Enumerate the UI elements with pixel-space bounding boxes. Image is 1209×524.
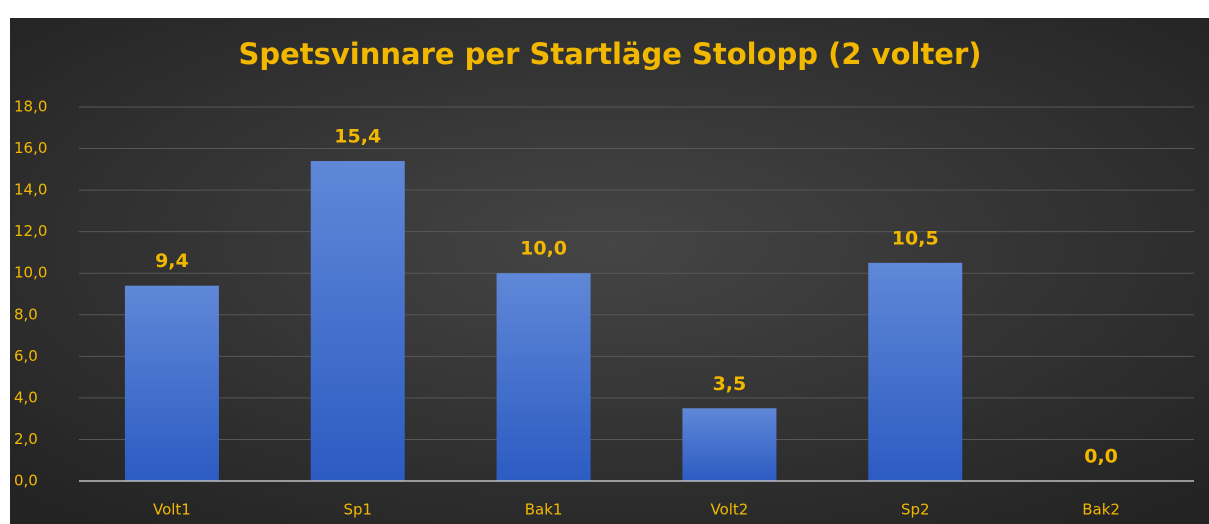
- data-label: 3,5: [713, 373, 747, 395]
- data-label: 0,0: [1084, 446, 1118, 468]
- bar: [682, 408, 777, 481]
- x-tick-label: Bak2: [1082, 501, 1120, 519]
- x-tick-label: Volt1: [153, 501, 191, 519]
- y-tick-label: 6,0: [14, 347, 38, 365]
- y-tick-label: 2,0: [14, 430, 38, 448]
- bar: [124, 285, 219, 481]
- data-label: 10,0: [520, 238, 567, 260]
- data-label: 10,5: [892, 227, 939, 249]
- bar: [310, 161, 405, 481]
- y-tick-label: 0,0: [14, 472, 38, 490]
- x-tick-label: Volt2: [710, 501, 748, 519]
- y-tick-label: 12,0: [14, 222, 47, 240]
- x-tick-label: Sp2: [901, 501, 930, 519]
- data-label: 15,4: [334, 126, 381, 148]
- bar: [868, 262, 963, 481]
- y-tick-label: 8,0: [14, 305, 38, 323]
- y-tick-label: 18,0: [14, 98, 47, 116]
- bar: [496, 273, 591, 481]
- data-label: 9,4: [155, 250, 189, 272]
- y-tick-label: 4,0: [14, 388, 38, 406]
- y-tick-label: 14,0: [14, 181, 47, 199]
- chart-title: Spetsvinnare per Startläge Stolopp (2 vo…: [238, 37, 981, 71]
- x-tick-label: Sp1: [343, 501, 372, 519]
- x-tick-label: Bak1: [525, 501, 563, 519]
- y-tick-label: 16,0: [14, 139, 47, 157]
- y-tick-label: 10,0: [14, 264, 47, 282]
